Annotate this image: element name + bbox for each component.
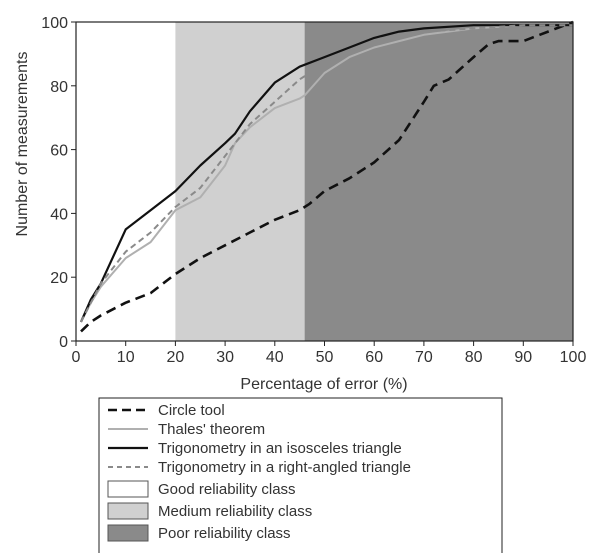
legend-swatch-good-reliability (107, 480, 149, 498)
series-thales-theorem (80, 24, 573, 323)
band-medium-reliability (175, 22, 305, 341)
x-tick-label: 0 (72, 349, 81, 366)
x-tick-label: 50 (316, 349, 334, 366)
axes: 0 10 20 30 40 50 60 70 80 90 100 0 20 40 60 80 100 (41, 15, 586, 366)
legend-label-circle-tool: Circle tool (158, 402, 225, 419)
y-tick-label: 0 (59, 334, 68, 351)
y-tick-label: 40 (50, 206, 68, 223)
y-axis-label: Number of measurements (14, 52, 31, 237)
y-tick-label: 100 (41, 15, 68, 32)
band-good-reliability (76, 22, 176, 341)
legend-label-right-angled-triangle: Trigonometry in a right-angled triangle (158, 459, 411, 476)
x-tick-label: 20 (167, 349, 185, 366)
legend-label-poor-reliability: Poor reliability class (158, 525, 291, 542)
x-tick-label: 10 (117, 349, 135, 366)
band-poor-reliability (304, 22, 573, 341)
series-isosceles-triangle (79, 24, 573, 323)
legend-label-good-reliability: Good reliability class (158, 481, 296, 498)
legend-label-isosceles-triangle: Trigonometry in an isosceles triangle (158, 440, 402, 457)
data-series (79, 20, 574, 333)
x-tick-label: 100 (560, 349, 587, 366)
legend-label-medium-reliability: Medium reliability class (158, 503, 312, 520)
y-tick-label: 20 (50, 270, 68, 287)
y-tick-label: 80 (50, 79, 68, 96)
x-tick-label: 80 (465, 349, 483, 366)
x-tick-label: 90 (514, 349, 532, 366)
y-tick-label: 60 (50, 143, 68, 160)
legend-swatch-medium-reliability (107, 502, 149, 520)
x-tick-label: 30 (216, 349, 234, 366)
series-right-angled-triangle (80, 24, 573, 323)
x-tick-label: 40 (266, 349, 284, 366)
legend: Circle tool Thales' theorem Trigonometry i… (98, 397, 503, 553)
x-axis-label: Percentage of error (%) (240, 376, 407, 393)
legend-label-thales-theorem: Thales' theorem (158, 421, 265, 438)
reliability-bands (76, 22, 573, 341)
legend-swatch-poor-reliability (107, 524, 149, 542)
x-tick-label: 60 (365, 349, 383, 366)
series-circle-tool (80, 20, 574, 333)
x-tick-label: 70 (415, 349, 433, 366)
legend-box (98, 397, 503, 553)
